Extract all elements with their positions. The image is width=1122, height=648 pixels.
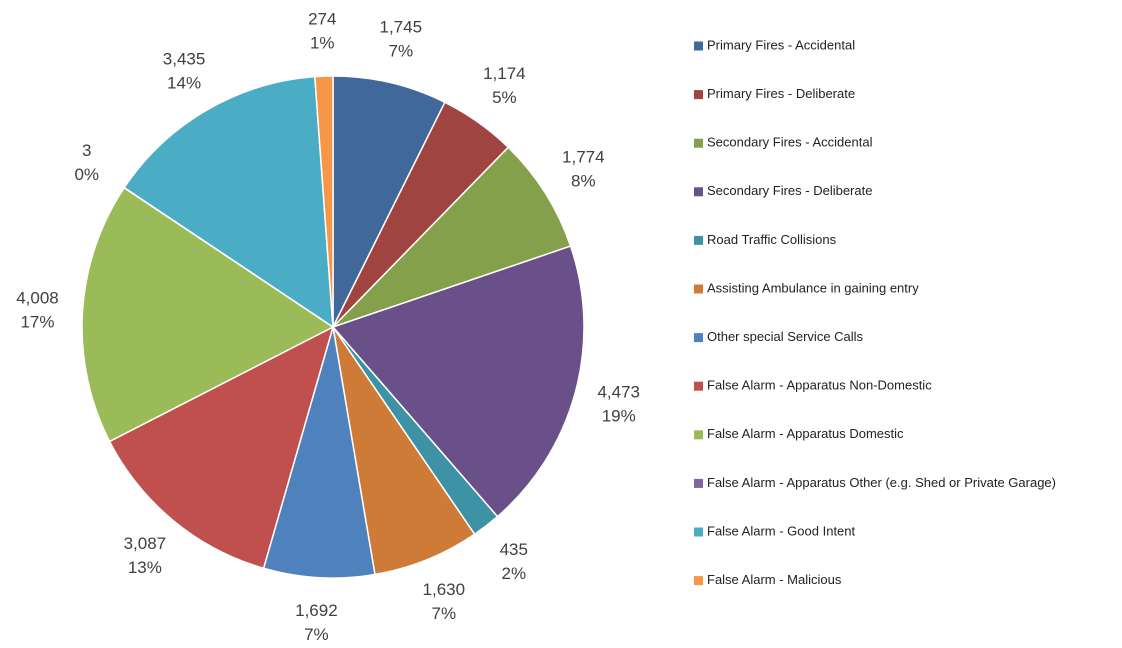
legend-label: Secondary Fires - Deliberate (707, 183, 872, 198)
percentage-label: 1% (310, 34, 335, 53)
legend-label: False Alarm - Apparatus Other (e.g. Shed… (707, 475, 1056, 490)
legend-swatch (694, 187, 703, 197)
percentage-label: 0% (74, 165, 99, 184)
value-label: 435 (500, 540, 528, 559)
legend-label: Assisting Ambulance in gaining entry (707, 280, 919, 295)
pie-slice (314, 75, 334, 328)
percentage-label: 7% (432, 604, 457, 623)
pie-slice (332, 75, 446, 328)
pie-slice (331, 245, 585, 518)
value-label: 3,087 (124, 534, 167, 553)
value-label: 4,008 (16, 289, 59, 308)
value-label: 4,473 (597, 383, 640, 402)
pie-slice (123, 75, 334, 329)
percentage-label: 8% (571, 171, 596, 190)
legend-swatch (694, 381, 703, 391)
percentage-label: 17% (20, 313, 54, 332)
legend-swatch (694, 333, 703, 343)
legend-label: Primary Fires - Accidental (707, 37, 855, 52)
percentage-label: 19% (602, 407, 636, 426)
legend-label: Secondary Fires - Accidental (707, 135, 873, 150)
legend-swatch (694, 235, 703, 245)
legend-swatch (694, 138, 703, 148)
legend-swatch (694, 41, 703, 51)
percentage-label: 2% (502, 564, 527, 583)
value-label: 3 (82, 141, 91, 160)
legend-swatch (694, 430, 703, 440)
pie-slice (332, 146, 572, 328)
value-label: 1,692 (295, 601, 338, 620)
legend-label: False Alarm - Apparatus Domestic (707, 426, 904, 441)
pie-slice (262, 326, 376, 579)
legend-swatch (694, 576, 703, 586)
legend-label: False Alarm - Apparatus Non-Domestic (707, 378, 932, 393)
value-label: 1,774 (562, 147, 605, 166)
legend-label: Other special Service Calls (707, 329, 864, 344)
pie-slice (108, 325, 335, 570)
percentage-label: 7% (388, 41, 413, 60)
percentage-label: 7% (304, 625, 329, 643)
legend-swatch (694, 527, 703, 537)
value-label: 3,435 (163, 50, 206, 69)
legend-label: Road Traffic Collisions (707, 232, 837, 247)
legend-swatch (694, 478, 703, 488)
legend-swatch (694, 284, 703, 294)
value-label: 274 (308, 10, 336, 29)
value-label: 1,630 (423, 580, 466, 599)
legend-label: False Alarm - Malicious (707, 572, 842, 587)
pie-slice (81, 186, 335, 443)
legend-label: Primary Fires - Deliberate (707, 86, 855, 101)
value-label: 1,174 (483, 64, 526, 83)
percentage-label: 13% (128, 558, 162, 577)
pie-slice (332, 326, 476, 576)
value-label: 1,745 (380, 17, 423, 36)
percentage-label: 14% (167, 74, 201, 93)
percentage-label: 5% (492, 88, 517, 107)
legend-label: False Alarm - Good Intent (707, 523, 856, 538)
legend-swatch (694, 90, 703, 100)
